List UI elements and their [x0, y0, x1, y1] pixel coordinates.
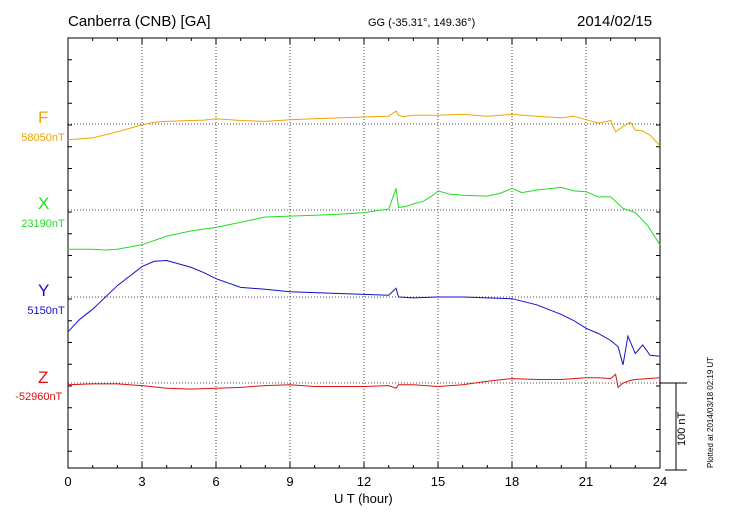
component-label-f: F [38, 108, 49, 127]
scale-bar [660, 382, 687, 471]
series-line-f [67, 110, 661, 147]
x-tick-label: 0 [64, 474, 72, 489]
series-line-x [68, 186, 661, 251]
plotted-timestamp: Plotted at 2014/03/18 02:19 UT [706, 356, 715, 468]
component-label-z: Z [38, 368, 49, 387]
x-tick-label: 6 [212, 474, 220, 489]
component-baseline-x: 23190nT [21, 218, 65, 230]
scale-bar-label: 100 nT [676, 411, 688, 446]
component-baseline-f: 58050nT [21, 132, 65, 144]
axis-ticks [67, 37, 661, 468]
component-label-y: Y [38, 281, 50, 300]
x-tick-label: 15 [430, 474, 446, 489]
geographic-coordinates: GG (-35.31°, 149.36°) [368, 17, 476, 29]
component-baseline-y: 5150nT [27, 305, 65, 317]
grid-lines [68, 38, 660, 468]
x-tick-label: 9 [286, 474, 294, 489]
station-title: Canberra (CNB) [GA] [68, 13, 211, 30]
plot-frame [67, 37, 661, 469]
x-tick-label: 12 [356, 474, 372, 489]
x-tick-label: 24 [652, 474, 668, 489]
x-axis-label: U T (hour) [334, 491, 393, 506]
component-baseline-z: -52960nT [15, 391, 63, 403]
plot-border [67, 37, 661, 469]
x-tick-label: 21 [578, 474, 594, 489]
x-tick-label: 3 [138, 474, 146, 489]
x-tick-label: 18 [504, 474, 520, 489]
series-line-y [67, 259, 661, 366]
component-label-x: X [38, 194, 50, 213]
series-lines [67, 110, 661, 390]
series-line-z [67, 373, 661, 390]
plot-date: 2014/02/15 [577, 13, 653, 30]
